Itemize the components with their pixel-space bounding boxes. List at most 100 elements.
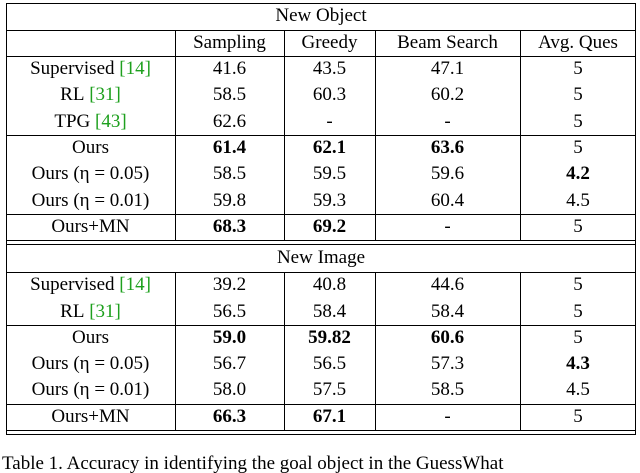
value: 5 [573,58,583,80]
value: 66.3 [212,405,247,427]
value: 57.5 [312,379,347,401]
column-header: Avg. Ques [538,32,618,53]
value: 57.3 [430,353,465,375]
column-header: Greedy [301,32,358,53]
column-rule [520,272,521,430]
value: - [444,215,451,237]
value: 58.4 [430,300,465,322]
method-name: RL [60,300,85,322]
method-name: Supervised [30,274,115,296]
value: 59.5 [312,163,347,185]
value: 43.5 [312,58,347,80]
column-header: Beam Search [397,32,498,53]
value: 4.5 [566,379,590,401]
column-rule [375,30,376,241]
citation: [43] [95,110,127,132]
method-name: Ours [72,326,109,348]
citation: [14] [119,58,151,80]
value: 5 [573,215,583,237]
value: 39.2 [212,274,247,296]
section-title: New Object [275,5,367,26]
value: 59.8 [212,189,247,211]
section-title: New Image [276,247,366,269]
method: Ours (η = 0.01) [6,377,175,403]
value: 5 [573,300,583,322]
value: 5 [573,326,583,348]
caption: Table 1. Accuracy in identifying the goa… [2,453,504,473]
method: Ours+MN [6,404,175,430]
method-name: Ours [72,137,109,159]
method-name: Ours (η = 0.05) [31,163,150,185]
method: Ours (η = 0.05) [6,161,175,187]
value: - [444,110,451,132]
rule [6,3,636,4]
method: Ours+MN [6,214,175,240]
method: RL [31] [6,299,175,325]
value: 68.3 [212,215,247,237]
method-name: RL [60,84,85,106]
method: Ours [6,325,175,351]
rule [6,429,636,431]
method-name: Ours+MN [51,405,130,427]
column-rule [6,3,7,434]
value: 58.5 [430,379,465,401]
value: 56.5 [312,353,347,375]
value: 4.5 [566,189,590,211]
value: 58.5 [212,163,247,185]
value: 4.2 [566,163,590,185]
value: 60.4 [430,189,465,211]
column-rule [520,30,521,241]
citation: [31] [89,84,121,106]
value: - [444,405,451,427]
value: 5 [573,405,583,427]
rule [6,244,636,246]
value: 58.0 [212,379,247,401]
method-name: Supervised [30,58,115,80]
value: 59.82 [308,326,351,348]
value: 40.8 [312,274,347,296]
rule [6,433,636,435]
value: 5 [573,110,583,132]
method-name: TPG [54,110,91,132]
method-name: Ours (η = 0.05) [31,353,150,375]
value: 56.5 [212,300,247,322]
rule [6,134,636,136]
value: 4.3 [566,353,590,375]
method-name: Ours+MN [51,215,130,237]
method-name: Ours (η = 0.01) [31,189,150,211]
rule [6,272,636,274]
method-name: Ours (η = 0.01) [31,379,150,401]
value: 5 [573,274,583,296]
method: Ours [6,135,175,161]
value: 58.4 [312,300,347,322]
method: Ours (η = 0.05) [6,351,175,377]
value: 44.6 [430,274,465,296]
method: Ours (η = 0.01) [6,188,175,214]
value: 41.6 [212,58,247,80]
column-rule [175,272,176,430]
value: 5 [573,84,583,106]
rule [6,240,636,242]
citation: [31] [89,300,121,322]
citation: [14] [119,274,151,296]
value: 56.7 [212,353,247,375]
value: 69.2 [312,215,347,237]
column-header: Sampling [193,32,266,53]
value: 59.0 [212,326,247,348]
value: 67.1 [312,405,347,427]
value: 62.6 [212,110,247,132]
value: 58.5 [212,84,247,106]
method: Supervised [14] [6,272,175,298]
value: 63.6 [430,137,465,159]
rule [6,56,636,57]
rule [6,324,636,326]
method: TPG [43] [6,109,175,135]
column-rule [284,272,285,430]
value: 62.1 [312,137,347,159]
value: 60.2 [430,84,465,106]
value: - [326,110,333,132]
value: 5 [573,137,583,159]
column-rule [284,30,285,241]
method: RL [31] [6,82,175,108]
